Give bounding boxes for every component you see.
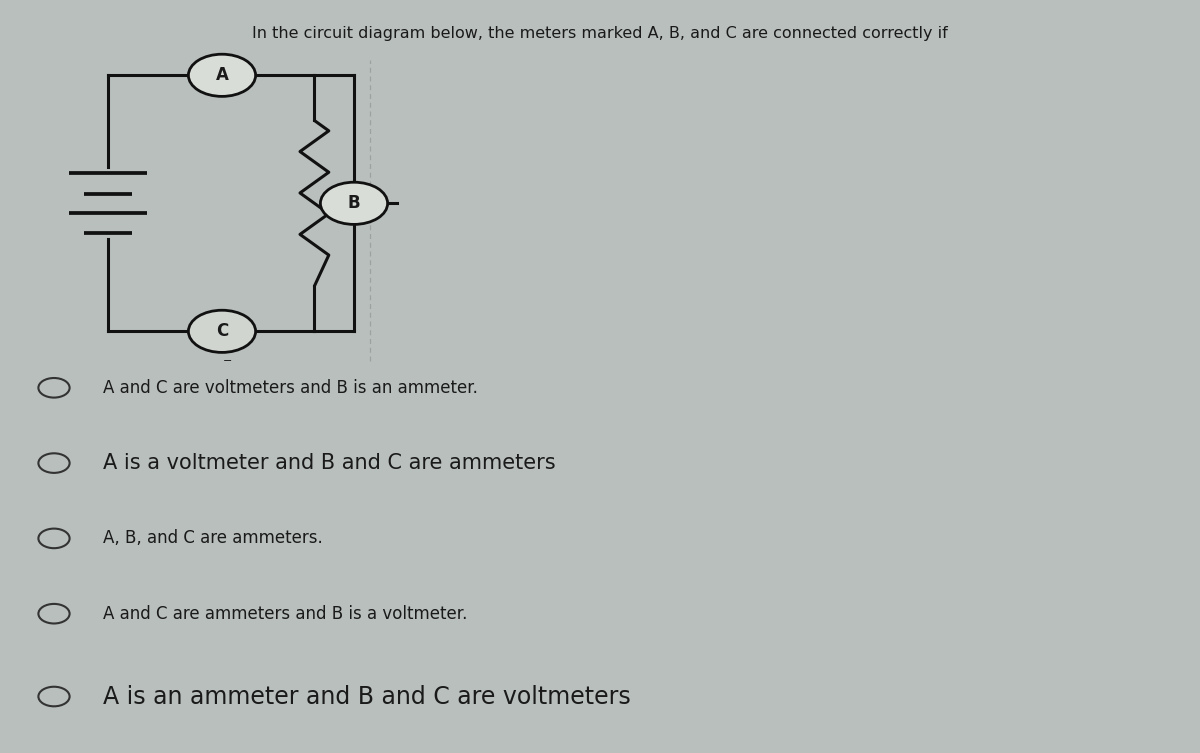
Text: −: − xyxy=(223,356,233,367)
Text: A, B, and C are ammeters.: A, B, and C are ammeters. xyxy=(103,529,323,547)
Circle shape xyxy=(188,54,256,96)
Text: A is a voltmeter and B and C are ammeters: A is a voltmeter and B and C are ammeter… xyxy=(103,453,556,473)
Circle shape xyxy=(188,310,256,352)
Text: In the circuit diagram below, the meters marked A, B, and C are connected correc: In the circuit diagram below, the meters… xyxy=(252,26,948,41)
Text: C: C xyxy=(216,322,228,340)
Text: A and C are ammeters and B is a voltmeter.: A and C are ammeters and B is a voltmete… xyxy=(103,605,468,623)
Text: A and C are voltmeters and B is an ammeter.: A and C are voltmeters and B is an ammet… xyxy=(103,379,478,397)
Text: A: A xyxy=(216,66,228,84)
Text: A is an ammeter and B and C are voltmeters: A is an ammeter and B and C are voltmete… xyxy=(103,684,631,709)
Text: B: B xyxy=(348,194,360,212)
Circle shape xyxy=(320,182,388,224)
